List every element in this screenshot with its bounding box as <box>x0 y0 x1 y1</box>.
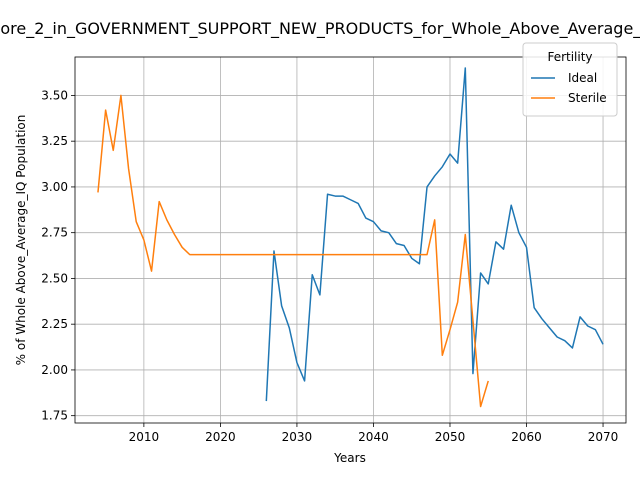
x-tick-label: 2060 <box>511 430 542 444</box>
x-tick-label: 2030 <box>282 430 313 444</box>
series-line-ideal <box>265 67 604 402</box>
y-tick-label: 3.25 <box>41 134 68 148</box>
y-tick-label: 2.50 <box>41 271 68 285</box>
y-tick-label: 2.25 <box>41 317 68 331</box>
legend: Fertility Ideal Sterile <box>522 42 618 117</box>
chart-title: Score_2_in_GOVERNMENT_SUPPORT_NEW_PRODUC… <box>0 19 640 39</box>
x-axis: 2010 2020 2030 2040 2050 2060 2070 <box>129 423 619 444</box>
series-line-sterile <box>97 94 489 408</box>
plot-area-frame <box>74 56 627 424</box>
legend-label-sterile: Sterile <box>568 91 607 105</box>
series-layer <box>97 67 604 408</box>
legend-entries: Ideal Sterile <box>531 71 607 105</box>
y-tick-label: 1.75 <box>41 409 68 423</box>
y-tick-label: 3.50 <box>41 88 68 102</box>
y-tick-label: 2.75 <box>41 226 68 240</box>
y-axis-label: % of Whole Above_Average_IQ Population <box>14 115 28 366</box>
x-tick-label: 2050 <box>435 430 466 444</box>
y-tick-label: 3.00 <box>41 180 68 194</box>
x-tick-label: 2020 <box>205 430 236 444</box>
x-axis-label: Years <box>333 451 366 465</box>
legend-label-ideal: Ideal <box>568 71 597 85</box>
legend-title: Fertility <box>547 50 592 64</box>
x-tick-label: 2010 <box>129 430 160 444</box>
grid-lines <box>75 57 626 423</box>
x-tick-label: 2040 <box>358 430 389 444</box>
y-axis: 1.75 2.00 2.25 2.50 2.75 3.00 3.25 3.50 <box>41 88 75 423</box>
x-tick-label: 2070 <box>588 430 619 444</box>
y-tick-label: 2.00 <box>41 363 68 377</box>
